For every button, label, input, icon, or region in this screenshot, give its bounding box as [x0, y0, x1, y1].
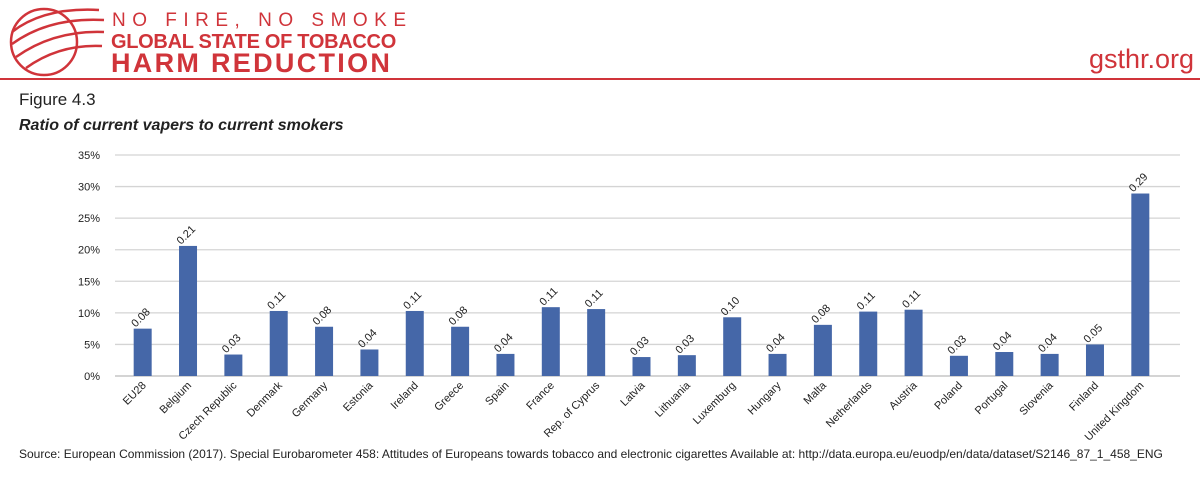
figure-title: Ratio of current vapers to current smoke…	[19, 117, 344, 134]
bar	[360, 349, 379, 376]
data-label: 0.11	[265, 289, 288, 312]
bar	[133, 328, 152, 376]
bar	[995, 352, 1014, 376]
figure-number: Figure 4.3	[19, 90, 96, 109]
y-tick-label: 0%	[84, 371, 100, 383]
data-label: 0.21	[175, 223, 199, 247]
data-label: 0.04	[991, 330, 1015, 354]
x-tick-label: Netherlands	[824, 379, 875, 430]
bar	[1085, 344, 1104, 376]
data-label: 0.03	[673, 333, 697, 357]
x-tick-label: Ireland	[389, 380, 421, 412]
y-tick-label: 35%	[78, 150, 100, 162]
data-label: 0.04	[764, 331, 788, 355]
data-label: 0.11	[401, 289, 424, 312]
data-label: 0.03	[220, 332, 244, 356]
y-tick-label: 15%	[78, 276, 100, 288]
data-label: 0.08	[809, 302, 833, 326]
x-tick-label: Finland	[1067, 380, 1101, 414]
bar	[315, 326, 334, 376]
bar	[768, 353, 787, 376]
y-tick-label: 25%	[78, 213, 100, 225]
y-tick-label: 20%	[78, 245, 100, 257]
x-tick-label: Austria	[887, 379, 920, 412]
bar	[677, 355, 696, 376]
bar	[723, 317, 742, 376]
brand-name-line1: GLOBAL STATE OF TOBACCO	[111, 31, 396, 53]
bar	[451, 326, 470, 376]
globe-logo-icon	[9, 7, 105, 77]
bar	[269, 310, 288, 376]
data-label: 0.03	[945, 333, 969, 357]
brand-tagline: NO FIRE, NO SMOKE	[112, 10, 413, 31]
data-label: 0.05	[1082, 322, 1106, 346]
y-tick-label: 5%	[84, 339, 100, 351]
bar	[587, 309, 606, 376]
bar	[541, 307, 560, 376]
bar	[496, 353, 515, 376]
bar	[859, 311, 878, 376]
x-tick-label: Greece	[432, 380, 466, 414]
bar	[904, 309, 923, 376]
y-tick-label: 10%	[78, 308, 100, 320]
source-note: Source: European Commission (2017). Spec…	[19, 447, 1163, 461]
x-tick-label: Estonia	[341, 379, 376, 414]
data-label: 0.04	[356, 327, 380, 351]
x-tick-label: Lithuania	[653, 379, 694, 420]
x-tick-label: Malta	[802, 379, 830, 407]
data-label: 0.08	[447, 304, 471, 328]
x-tick-label: Germany	[290, 379, 331, 420]
x-tick-label: Poland	[932, 380, 965, 413]
bar	[632, 357, 651, 376]
data-label: 0.11	[537, 285, 560, 308]
data-label: 0.10	[719, 295, 743, 319]
x-tick-label: Slovenia	[1017, 379, 1056, 418]
x-tick-label: Spain	[483, 380, 511, 408]
data-label: 0.29	[1127, 171, 1151, 195]
data-label: 0.08	[311, 304, 335, 328]
header-divider	[0, 78, 1200, 80]
data-label: 0.04	[492, 331, 516, 355]
data-label: 0.11	[855, 290, 878, 313]
data-label: 0.11	[583, 287, 606, 310]
bar	[224, 354, 243, 376]
x-tick-label: EU28	[121, 380, 149, 408]
x-tick-label: France	[524, 380, 557, 413]
bar-chart: 0% 5% 10% 15% 20% 25% 30% 35% 0.08 EU28 0.21 Belgiu…	[78, 150, 1180, 440]
data-label: 0.11	[900, 288, 923, 311]
bar	[405, 310, 424, 376]
y-tick-label: 30%	[78, 182, 100, 194]
x-tick-label: Luxemburg	[691, 380, 738, 427]
bar	[949, 355, 968, 376]
x-tick-label: Portugal	[973, 380, 1010, 417]
data-label: 0.03	[628, 335, 652, 359]
bar	[1040, 353, 1059, 376]
x-tick-label: Denmark	[245, 379, 285, 419]
bar	[1131, 193, 1150, 376]
bar	[179, 245, 198, 376]
brand-name-line2: HARM REDUCTION	[111, 48, 393, 78]
x-tick-label: Hungary	[746, 379, 784, 417]
x-tick-label: Belgium	[158, 380, 195, 417]
site-link[interactable]: gsthr.org	[1088, 44, 1194, 74]
bar	[813, 324, 832, 376]
data-label: 0.04	[1036, 331, 1060, 355]
data-label: 0.08	[129, 306, 153, 330]
x-tick-label: Latvia	[618, 379, 648, 409]
